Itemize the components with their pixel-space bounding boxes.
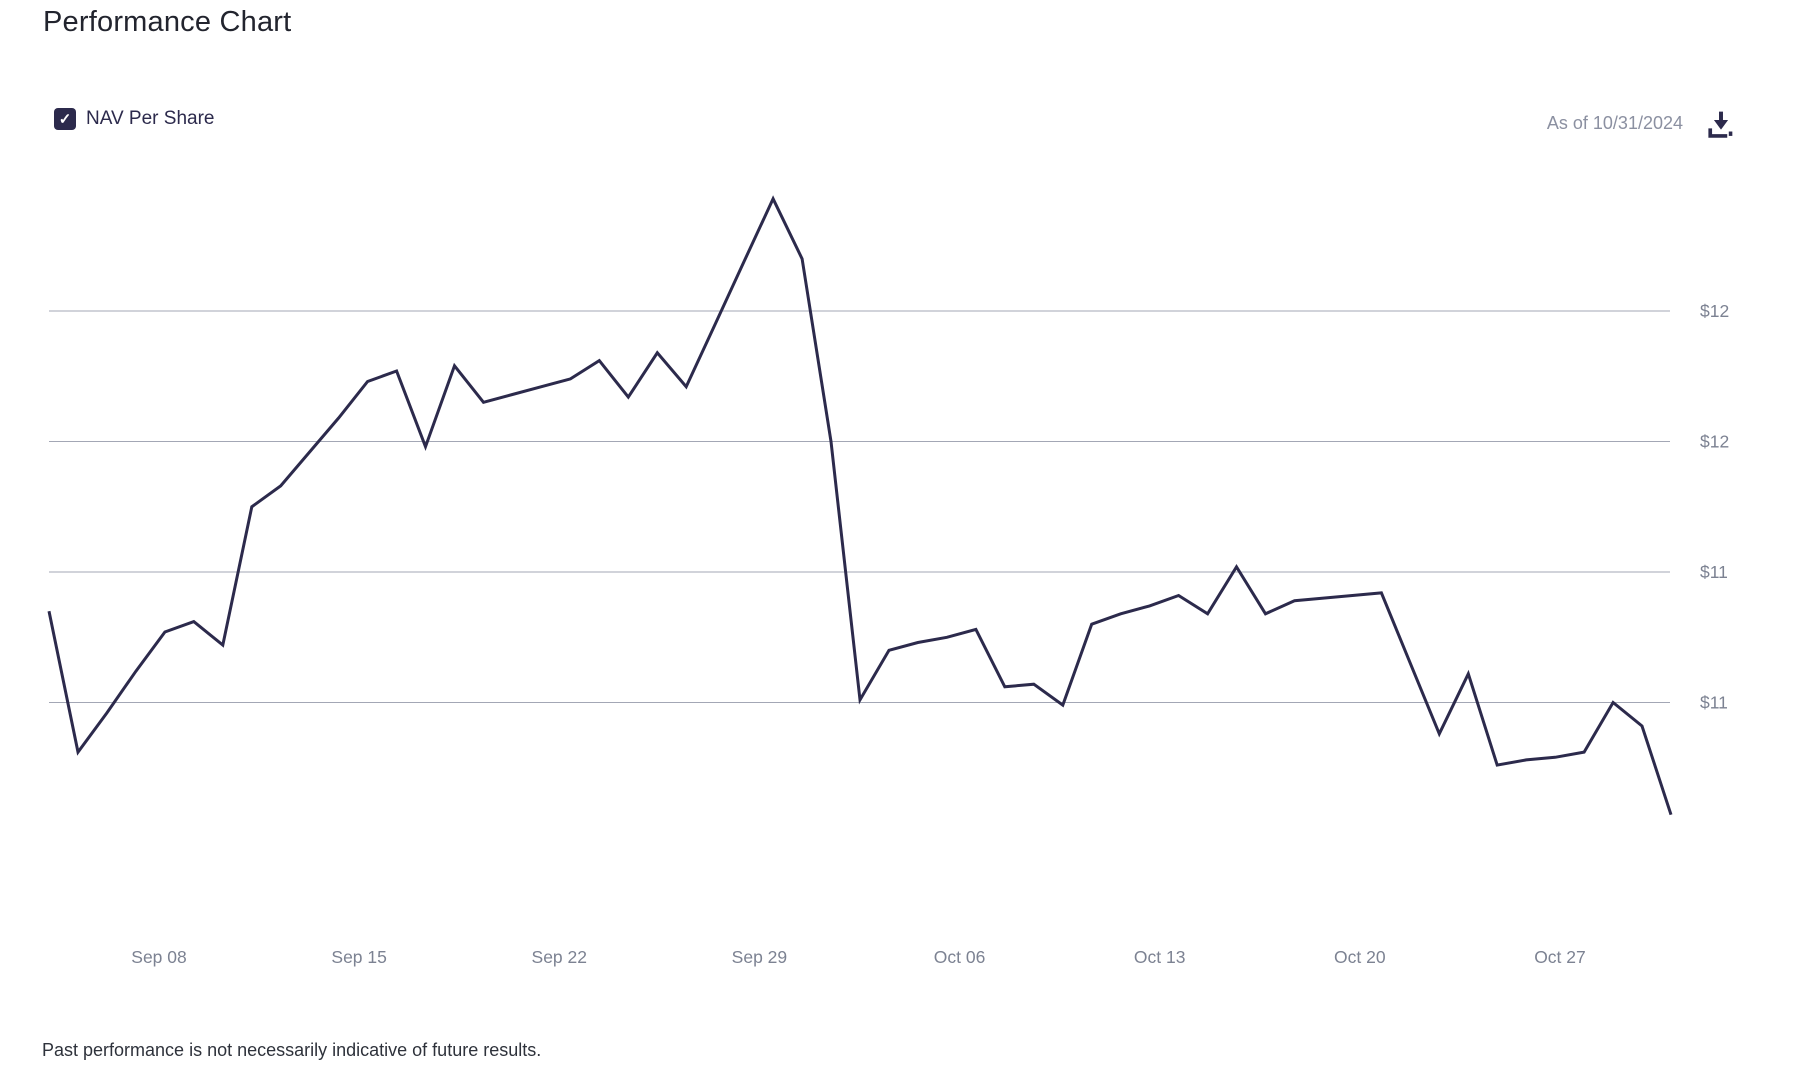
- x-axis-label: Sep 29: [732, 947, 787, 967]
- as-of-date: As of 10/31/2024: [1546, 113, 1683, 133]
- disclaimer-text: Past performance is not necessarily indi…: [42, 1040, 542, 1060]
- page-title: Performance Chart: [43, 6, 292, 38]
- y-axis-label: $11: [1700, 693, 1728, 713]
- x-axis-label: Oct 27: [1534, 947, 1586, 967]
- nav-per-share-checkbox[interactable]: ✓: [54, 108, 76, 130]
- check-icon: ✓: [58, 111, 72, 128]
- download-icon: [1708, 111, 1733, 138]
- nav-per-share-line: [47, 195, 1673, 816]
- chart-legend: ✓ NAV Per Share: [54, 108, 214, 130]
- x-axis-label: Oct 13: [1134, 947, 1186, 967]
- download-button[interactable]: [1702, 106, 1740, 144]
- y-axis-label: $11: [1700, 562, 1728, 582]
- y-axis-label: $12: [1700, 432, 1729, 452]
- legend-label: NAV Per Share: [86, 108, 215, 129]
- x-axis-label: Sep 15: [331, 947, 386, 967]
- x-axis-label: Oct 20: [1334, 947, 1386, 967]
- x-axis-label: Oct 06: [934, 947, 986, 967]
- y-axis-label: $12: [1700, 301, 1729, 321]
- x-axis-label: Sep 08: [131, 947, 186, 967]
- x-axis-label: Sep 22: [532, 947, 587, 967]
